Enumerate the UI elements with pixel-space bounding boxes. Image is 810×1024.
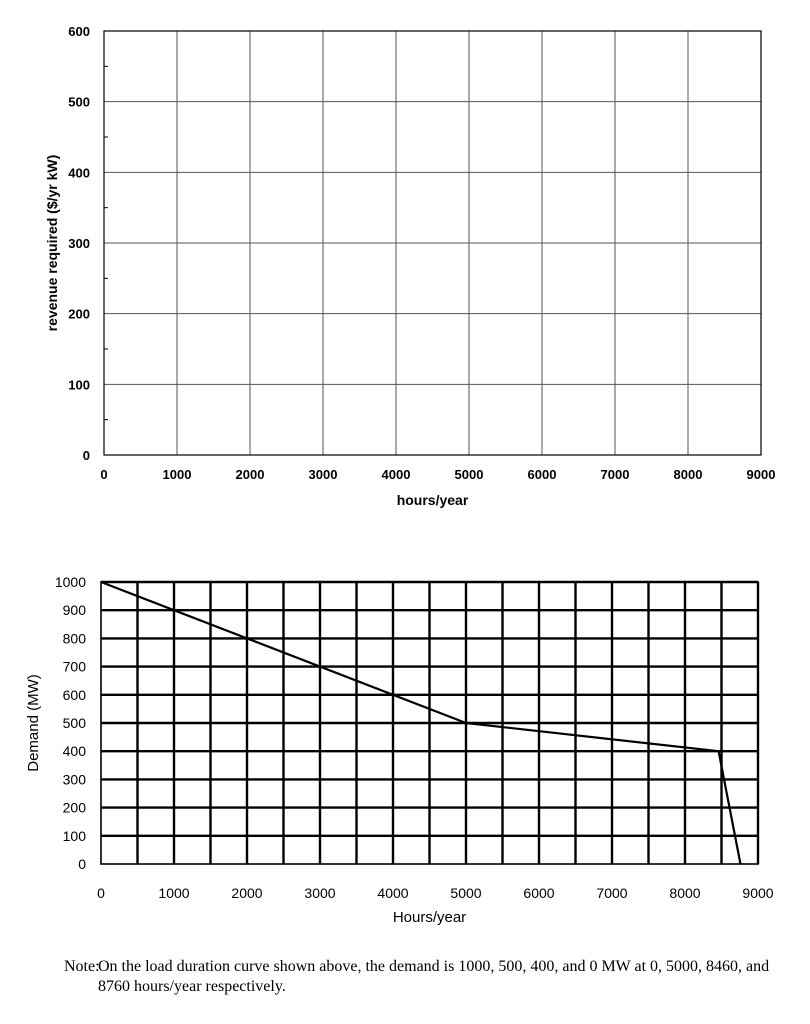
y-tick-label: 800 (63, 630, 87, 646)
y-tick-label: 400 (68, 165, 90, 180)
note-text: On the load duration curve shown above, … (98, 958, 770, 995)
x-tick-label: 1000 (158, 885, 189, 901)
x-tick-label: 7000 (596, 885, 627, 901)
x-tick-label: 2000 (231, 885, 262, 901)
y-tick-label: 500 (63, 715, 87, 731)
charts-area: 0 1000 2000 3000 4000 5000 6000 7000 8000 9000010… (25, 24, 775, 926)
y-tick-label: 200 (68, 307, 90, 322)
y-tick-label: 400 (63, 743, 87, 759)
x-tick-label: 8000 (674, 467, 703, 482)
x-tick-label: 0 (97, 885, 105, 901)
y-tick-label: 1000 (55, 574, 86, 590)
x-tick-label: 9000 (742, 885, 773, 901)
plot-frame (100, 581, 759, 865)
x-tick-label: 0 (100, 467, 107, 482)
note-label: Note: (64, 958, 100, 975)
y-tick-label: 100 (68, 377, 90, 392)
x-tick-label: 3000 (304, 885, 335, 901)
x-tick-label: 4000 (382, 467, 411, 482)
y-tick-label: 300 (63, 771, 87, 787)
x-tick-label: 4000 (377, 885, 408, 901)
y-tick-label: 200 (63, 800, 87, 816)
y-tick-label: 600 (68, 24, 90, 39)
x-tick-label: 7000 (601, 467, 630, 482)
series-line (100, 580, 742, 865)
y-tick-label: 600 (63, 687, 87, 703)
x-tick-label: 6000 (528, 467, 557, 482)
plot-frame (103, 30, 762, 456)
y-tick-label: 900 (63, 602, 87, 618)
y-tick-label: 0 (78, 856, 86, 872)
x-tick-label: 8000 (669, 885, 700, 901)
note: Note: On the load duration curve shown a… (64, 957, 784, 997)
y-axis-title: revenue required ($/yr kW) (44, 155, 60, 332)
y-tick-label: 0 (83, 448, 90, 463)
x-tick-label: 3000 (309, 467, 338, 482)
x-tick-label: 5000 (455, 467, 484, 482)
y-axis-title: Demand (MW) (25, 674, 42, 772)
x-axis-title: hours/year (397, 492, 469, 508)
y-tick-label: 100 (63, 828, 87, 844)
load-duration-chart: 0 1000 2000 3000 4000 5000 6000 7000 8000 9000 0 10… (25, 574, 774, 926)
revenue-required-chart: 0 1000 2000 3000 4000 5000 6000 7000 8000 9000 0 10… (44, 24, 775, 508)
y-tick-label: 300 (68, 236, 90, 251)
x-tick-label: 6000 (523, 885, 554, 901)
y-tick-label: 700 (63, 659, 87, 675)
y-tick-label: 500 (68, 95, 90, 110)
x-tick-label: 1000 (163, 467, 192, 482)
x-tick-label: 2000 (236, 467, 265, 482)
x-tick-label: 9000 (747, 467, 776, 482)
x-tick-label: 5000 (450, 885, 481, 901)
x-axis-title: Hours/year (393, 909, 466, 926)
